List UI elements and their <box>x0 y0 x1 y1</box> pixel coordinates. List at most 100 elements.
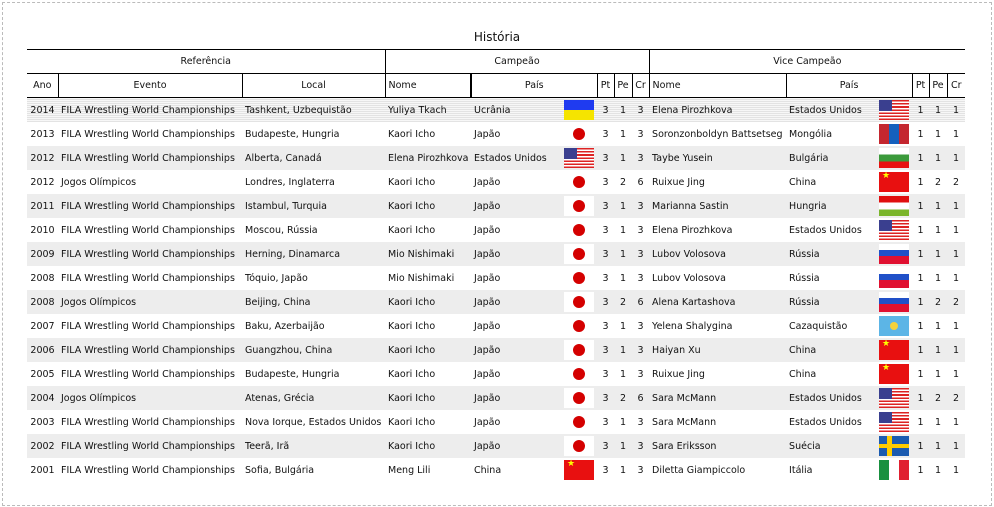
champion-pe-cell[interactable]: 1 <box>619 464 627 476</box>
c-country-cell[interactable]: Japão <box>471 170 597 194</box>
champion-pt-cell[interactable]: 3 <box>602 176 609 188</box>
champion-name-cell[interactable]: Mio Nishimaki <box>388 272 455 284</box>
vice-pe-cell[interactable]: 1 <box>935 368 942 380</box>
vice-cr-cell[interactable]: 2 <box>953 176 960 188</box>
vice-name-cell[interactable]: Sara McMann <box>652 416 717 428</box>
col-champion-cr[interactable]: Cr <box>631 73 650 98</box>
champion-cr-cell[interactable]: 3 <box>632 194 650 218</box>
champion-cr-cell[interactable]: 3 <box>637 368 644 380</box>
event-cell[interactable]: FILA Wrestling World Championships <box>58 97 242 122</box>
vice-pe-cell[interactable]: 1 <box>935 416 942 428</box>
year-cell[interactable]: 2007 <box>30 320 55 332</box>
vice-cr-cell[interactable]: 1 <box>953 464 960 476</box>
champion-name-cell[interactable]: Kaori Icho <box>385 338 472 362</box>
year-cell[interactable]: 2001 <box>30 464 55 476</box>
vice-name-cell[interactable]: Taybe Yusein <box>649 146 787 170</box>
location-cell[interactable]: Guangzhou, China <box>242 338 386 362</box>
vice-cr-cell[interactable]: 1 <box>953 224 960 236</box>
event-cell[interactable]: FILA Wrestling World Championships <box>61 320 235 332</box>
c-country-cell[interactable]: Japão <box>471 290 598 314</box>
col-vice-cr[interactable]: Cr <box>946 73 966 98</box>
vice-pt-cell[interactable]: 1 <box>912 242 930 266</box>
vice-name-cell[interactable]: Elena Pirozhkova <box>652 224 733 236</box>
vice-cr-cell[interactable]: 1 <box>947 434 966 458</box>
vice-cr-cell[interactable]: 1 <box>953 272 960 284</box>
location-cell[interactable]: Nova Iorque, Estados Unidos <box>245 416 382 428</box>
champion-pe-cell[interactable]: 2 <box>619 176 627 188</box>
c-country-cell[interactable]: Japão <box>471 194 598 218</box>
location-cell[interactable]: Istambul, Turquia <box>242 194 386 218</box>
vice-cr-cell[interactable]: 1 <box>953 128 960 140</box>
champion-pt-cell[interactable]: 3 <box>597 146 615 170</box>
c-country-cell[interactable]: Japão <box>471 266 597 290</box>
vice-name-cell[interactable]: Lubov Volosova <box>649 242 787 266</box>
location-cell[interactable]: Teerã, Irã <box>242 434 386 458</box>
year-cell[interactable]: 2008 <box>30 272 55 284</box>
year-cell[interactable]: 2006 <box>27 338 58 362</box>
champion-cr-cell[interactable]: 3 <box>632 434 650 458</box>
year-cell[interactable]: 2005 <box>30 368 55 380</box>
vice-pt-cell[interactable]: 1 <box>912 290 930 314</box>
champion-pe-cell[interactable]: 1 <box>619 368 627 380</box>
vice-pt-cell[interactable]: 1 <box>917 464 924 476</box>
vice-pe-cell[interactable]: 1 <box>935 128 942 140</box>
champion-cr-cell[interactable]: 3 <box>637 320 644 332</box>
vice-pe-cell[interactable]: 1 <box>935 272 942 284</box>
col-champion-name[interactable]: Nome <box>384 73 472 98</box>
event-cell[interactable]: FILA Wrestling World Championships <box>61 416 235 428</box>
champion-pt-cell[interactable]: 3 <box>597 290 615 314</box>
vice-name-cell[interactable]: Soronzonboldyn Battsetseg <box>652 128 783 140</box>
vice-pe-cell[interactable]: 1 <box>929 434 948 458</box>
vice-pt-cell[interactable]: 1 <box>917 368 924 380</box>
champion-pe-cell[interactable]: 1 <box>619 128 627 140</box>
champion-pe-cell[interactable]: 1 <box>614 242 633 266</box>
location-cell[interactable]: Sofia, Bulgária <box>245 464 315 476</box>
event-cell[interactable]: FILA Wrestling World Championships <box>58 242 242 266</box>
location-cell[interactable]: Baku, Azerbaijão <box>245 320 325 332</box>
location-cell[interactable]: Atenas, Grécia <box>242 386 386 410</box>
event-cell[interactable]: FILA Wrestling World Championships <box>61 464 235 476</box>
vice-pe-cell[interactable]: 1 <box>935 224 942 236</box>
vice-pe-cell[interactable]: 2 <box>929 290 948 314</box>
vice-cr-cell[interactable]: 1 <box>947 242 966 266</box>
champion-name-cell[interactable]: Kaori Icho <box>388 368 436 380</box>
c-country-cell[interactable]: Japão <box>471 314 597 338</box>
vice-name-cell[interactable]: Marianna Sastin <box>649 194 787 218</box>
v-country-cell[interactable]: Rússia <box>786 290 913 314</box>
c-country-cell[interactable]: Japão <box>471 338 598 362</box>
vice-cr-cell[interactable]: 1 <box>947 194 966 218</box>
vice-name-cell[interactable]: Yelena Shalygina <box>652 320 733 332</box>
location-cell[interactable]: Tóquio, Japão <box>245 272 308 284</box>
champion-pe-cell[interactable]: 1 <box>614 434 633 458</box>
vice-pt-cell[interactable]: 1 <box>917 272 924 284</box>
champion-pt-cell[interactable]: 3 <box>597 338 615 362</box>
v-country-cell[interactable]: Estados Unidos <box>786 386 913 410</box>
vice-cr-cell[interactable]: 1 <box>953 416 960 428</box>
event-cell[interactable]: FILA Wrestling World Championships <box>58 434 242 458</box>
vice-pt-cell[interactable]: 1 <box>912 434 930 458</box>
champion-name-cell[interactable]: Kaori Icho <box>385 290 472 314</box>
champion-name-cell[interactable]: Mio Nishimaki <box>385 242 472 266</box>
champion-cr-cell[interactable]: 3 <box>637 416 644 428</box>
year-cell[interactable]: 2004 <box>27 386 58 410</box>
vice-pe-cell[interactable]: 1 <box>929 97 948 122</box>
vice-cr-cell[interactable]: 2 <box>947 290 966 314</box>
location-cell[interactable]: Londres, Inglaterra <box>245 176 335 188</box>
vice-cr-cell[interactable]: 1 <box>947 146 966 170</box>
champion-pt-cell[interactable]: 3 <box>597 194 615 218</box>
event-cell[interactable]: FILA Wrestling World Championships <box>58 146 242 170</box>
c-country-cell[interactable]: China <box>471 458 597 482</box>
v-country-cell[interactable]: Rússia <box>786 266 912 290</box>
c-country-cell[interactable]: Estados Unidos <box>471 146 598 170</box>
v-country-cell[interactable]: China <box>786 338 913 362</box>
champion-name-cell[interactable]: Kaori Icho <box>385 386 472 410</box>
v-country-cell[interactable]: Hungria <box>786 194 913 218</box>
champion-name-cell[interactable]: Kaori Icho <box>385 194 472 218</box>
year-cell[interactable]: 2012 <box>27 146 58 170</box>
champion-name-cell[interactable]: Kaori Icho <box>388 416 436 428</box>
v-country-cell[interactable]: Cazaquistão <box>786 314 912 338</box>
event-cell[interactable]: FILA Wrestling World Championships <box>58 194 242 218</box>
champion-pe-cell[interactable]: 1 <box>619 224 627 236</box>
vice-pe-cell[interactable]: 2 <box>935 176 942 188</box>
champion-pt-cell[interactable]: 3 <box>602 416 609 428</box>
